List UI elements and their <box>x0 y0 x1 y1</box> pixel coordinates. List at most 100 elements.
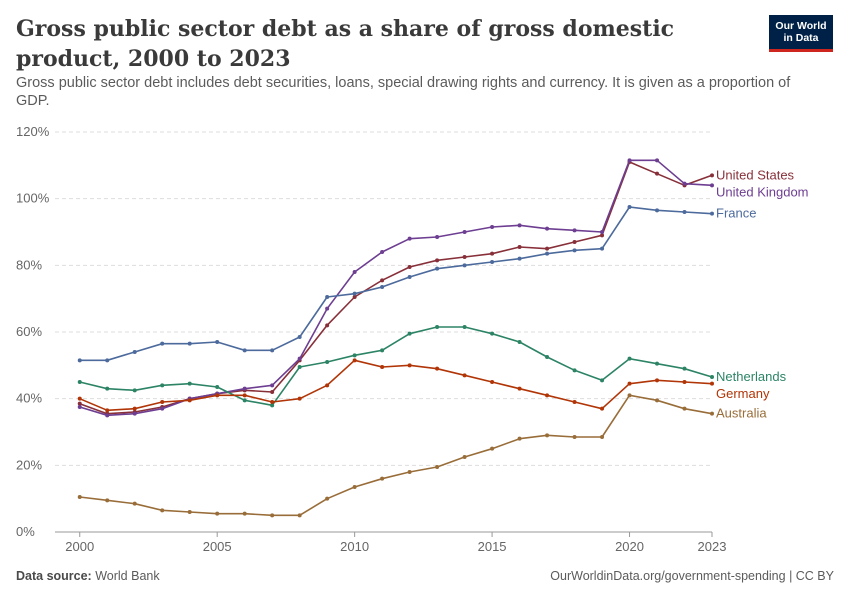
data-point-netherlands <box>297 365 302 369</box>
logo-accent-bar <box>769 49 833 52</box>
data-point-france <box>105 358 110 363</box>
data-point-united-states <box>655 171 660 176</box>
data-point-australia <box>517 436 522 441</box>
data-point-australia <box>490 446 495 451</box>
data-point-united-states <box>435 258 440 263</box>
data-point-australia <box>160 508 165 513</box>
our-world-in-data-logo[interactable]: Our World in Data <box>769 15 833 52</box>
data-point-france <box>600 246 605 251</box>
data-point-australia <box>297 513 302 518</box>
data-point-france <box>187 341 192 346</box>
data-point-netherlands <box>132 388 137 393</box>
data-point-australia <box>572 435 577 439</box>
data-point-united-kingdom <box>242 386 247 391</box>
data-point-france <box>160 341 165 346</box>
data-point-united-kingdom <box>710 183 714 188</box>
url-license[interactable]: OurWorldinData.org/government-spending |… <box>550 569 834 583</box>
data-point-germany <box>380 365 385 369</box>
data-point-netherlands <box>407 331 412 336</box>
y-tick-label: 80% <box>16 257 42 272</box>
data-point-united-kingdom <box>517 223 522 228</box>
data-point-australia <box>270 513 275 518</box>
data-point-united-states <box>572 240 577 244</box>
data-point-germany <box>600 406 605 411</box>
data-point-united-kingdom <box>682 181 687 186</box>
data-point-netherlands <box>655 361 660 366</box>
data-point-france <box>380 285 385 289</box>
data-point-australia <box>545 433 550 438</box>
data-point-germany <box>242 393 247 398</box>
data-point-germany <box>297 396 302 401</box>
y-tick-label: 40% <box>16 391 42 406</box>
data-point-germany <box>160 400 165 404</box>
y-tick-label: 120% <box>16 124 50 139</box>
x-tick-label: 2000 <box>65 539 94 554</box>
data-point-australia <box>462 455 467 459</box>
series-line-france <box>79 206 713 362</box>
data-point-united-kingdom <box>490 225 495 229</box>
data-point-france <box>655 208 660 213</box>
data-point-germany <box>682 380 687 384</box>
series-label-germany: Germany <box>716 386 770 401</box>
data-source-value[interactable]: World Bank <box>95 569 160 583</box>
data-point-united-kingdom <box>462 230 467 234</box>
data-source: Data source: World Bank <box>16 569 160 583</box>
data-point-germany <box>407 363 412 368</box>
data-point-netherlands <box>242 398 247 403</box>
data-point-germany <box>187 398 192 403</box>
data-point-germany <box>105 408 110 413</box>
data-point-netherlands <box>160 383 165 388</box>
series-label-france: France <box>716 206 756 221</box>
data-point-france <box>572 248 577 253</box>
data-point-netherlands <box>462 325 467 329</box>
data-point-germany <box>545 393 550 398</box>
data-point-australia <box>352 485 357 489</box>
logo-line-1: Our World <box>775 20 827 32</box>
data-point-france <box>435 266 440 271</box>
data-point-germany <box>627 381 632 386</box>
series-line-united-states <box>79 161 713 415</box>
data-point-united-kingdom <box>627 158 632 163</box>
data-source-label: Data source: <box>16 569 92 583</box>
data-point-australia <box>407 470 412 474</box>
data-point-france <box>682 210 687 214</box>
data-point-netherlands <box>627 356 632 361</box>
data-point-united-kingdom <box>352 270 357 274</box>
data-point-united-states <box>380 278 385 283</box>
data-point-netherlands <box>572 368 577 373</box>
data-point-united-kingdom <box>380 250 385 254</box>
data-point-germany <box>270 400 275 404</box>
x-tick-label: 2020 <box>615 539 644 554</box>
data-point-netherlands <box>352 353 357 358</box>
data-point-netherlands <box>380 348 385 353</box>
series-label-united-states: United States <box>716 167 795 182</box>
series-label-netherlands: Netherlands <box>716 369 787 384</box>
data-point-france <box>490 260 495 264</box>
data-point-australia <box>187 510 192 514</box>
x-tick-label: 2023 <box>698 539 727 554</box>
y-tick-label: 60% <box>16 324 42 339</box>
data-point-germany <box>462 373 467 378</box>
data-point-united-kingdom <box>407 236 412 241</box>
data-point-france <box>545 251 550 256</box>
data-point-france <box>297 335 302 339</box>
data-point-france <box>242 348 247 353</box>
data-point-united-kingdom <box>270 383 275 388</box>
data-point-france <box>517 256 522 261</box>
data-point-united-states <box>545 246 550 251</box>
data-point-france <box>325 295 330 299</box>
data-point-united-kingdom <box>325 306 330 311</box>
x-tick-label: 2010 <box>340 539 369 554</box>
data-point-united-kingdom <box>572 228 577 233</box>
data-point-germany <box>710 381 714 386</box>
data-point-germany <box>132 406 137 411</box>
data-point-australia <box>325 496 330 501</box>
data-point-france <box>215 340 220 344</box>
data-point-united-kingdom <box>655 158 660 163</box>
data-point-australia <box>215 511 220 516</box>
data-point-germany <box>517 386 522 391</box>
series-line-australia <box>79 394 713 517</box>
data-point-germany <box>655 378 660 383</box>
data-point-netherlands <box>325 360 330 364</box>
data-point-australia <box>600 435 605 439</box>
